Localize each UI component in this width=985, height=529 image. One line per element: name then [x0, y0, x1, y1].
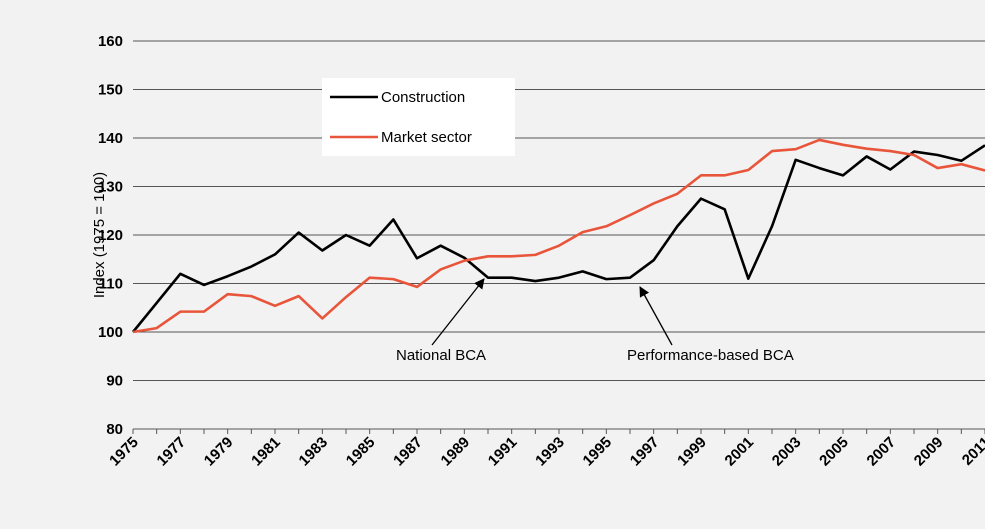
x-tick-label: 1999	[674, 434, 710, 470]
series-line	[131, 144, 985, 333]
x-tick-label: 2009	[911, 434, 947, 470]
y-tick-label: 100	[98, 324, 123, 341]
legend-label: Market sector	[381, 129, 472, 146]
x-tick-label: 1985	[343, 434, 379, 470]
y-tick-label: 130	[98, 179, 123, 196]
y-tick-label: 160	[98, 33, 123, 50]
legend-box	[322, 78, 515, 156]
x-tick-label: 1979	[201, 434, 237, 470]
x-tick-label: 2003	[769, 434, 805, 470]
y-tick-label: 150	[98, 82, 123, 99]
y-tick-label: 90	[106, 373, 123, 390]
x-tick-label: 1977	[154, 434, 190, 470]
y-tick-label: 110	[99, 276, 123, 293]
x-tick-label: 1975	[106, 434, 142, 470]
x-tick-label: 2011	[959, 434, 985, 469]
x-tick-label: 2007	[864, 434, 900, 470]
y-axis-label: Index (1975 = 100)	[91, 172, 108, 298]
x-tick-label: 2005	[816, 434, 852, 470]
x-tick-label: 1983	[296, 434, 332, 470]
legend-label: Construction	[381, 89, 465, 106]
x-tick-label: 1995	[580, 434, 616, 470]
series-line	[132, 138, 985, 334]
y-tick-label: 80	[106, 421, 123, 438]
x-tick-label: 1991	[485, 434, 521, 470]
x-tick-label: 2001	[722, 434, 758, 470]
annotation-arrow	[431, 278, 485, 346]
x-tick-label: 1987	[390, 434, 426, 470]
x-tick-label: 1989	[438, 434, 474, 470]
y-tick-label: 140	[98, 130, 123, 147]
annotation: Performance-based BCA	[627, 347, 794, 364]
x-tick-label: 1993	[532, 434, 568, 470]
x-tick-label: 1997	[627, 434, 663, 470]
x-tick-label: 1981	[248, 434, 284, 470]
annotation: National BCA	[396, 347, 486, 364]
y-tick-label: 120	[98, 227, 123, 244]
annotation-arrow	[639, 286, 673, 346]
